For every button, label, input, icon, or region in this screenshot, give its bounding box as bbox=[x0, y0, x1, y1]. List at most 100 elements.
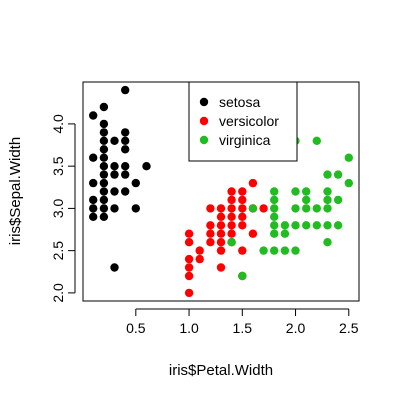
versicolor-point bbox=[238, 187, 247, 196]
y-tick-label: 3.5 bbox=[50, 156, 66, 176]
y-tick-label: 3.0 bbox=[50, 198, 66, 218]
versicolor-point bbox=[216, 212, 226, 221]
virginica-point bbox=[333, 195, 343, 205]
setosa-point bbox=[89, 195, 98, 205]
versicolor-point bbox=[206, 238, 215, 247]
y-tick-label: 2.0 bbox=[50, 283, 66, 303]
setosa-point bbox=[99, 170, 109, 179]
virginica-point bbox=[323, 195, 332, 205]
versicolor-point bbox=[216, 246, 226, 255]
versicolor-point bbox=[184, 271, 194, 281]
virginica-point bbox=[302, 187, 311, 196]
setosa-point bbox=[89, 111, 98, 120]
x-tick-label: 2.5 bbox=[339, 320, 359, 336]
legend: setosa versicolor virginica bbox=[188, 81, 298, 162]
virginica-point bbox=[238, 271, 247, 281]
setosa-point bbox=[110, 263, 119, 272]
setosa-point bbox=[121, 85, 130, 95]
legend-label-setosa: setosa bbox=[219, 94, 260, 110]
setosa-point bbox=[121, 128, 130, 137]
setosa-point bbox=[89, 212, 98, 221]
versicolor-point bbox=[227, 204, 236, 213]
versicolor-point bbox=[227, 229, 236, 238]
setosa-point bbox=[99, 178, 109, 188]
versicolor-point bbox=[216, 238, 226, 247]
y-tick-label: 4.0 bbox=[50, 114, 66, 134]
versicolor-point bbox=[216, 263, 226, 272]
legend-marker-versicolor bbox=[199, 116, 209, 126]
virginica-point bbox=[280, 221, 290, 230]
setosa-point bbox=[99, 212, 109, 221]
setosa-point bbox=[99, 153, 109, 162]
setosa-point bbox=[121, 187, 130, 196]
virginica-point bbox=[270, 204, 279, 213]
setosa-point bbox=[99, 204, 109, 213]
versicolor-point bbox=[238, 195, 247, 205]
setosa-point bbox=[99, 195, 109, 205]
virginica-point bbox=[344, 153, 353, 162]
versicolor-point bbox=[184, 288, 194, 298]
setosa-point bbox=[110, 170, 119, 179]
virginica-point bbox=[270, 195, 279, 205]
versicolor-point bbox=[227, 212, 236, 221]
y-axis: 2.0 2.5 3.0 3.5 4.0 bbox=[50, 114, 76, 303]
virginica-point bbox=[291, 187, 300, 196]
versicolor-point bbox=[227, 195, 236, 205]
x-axis: 0.5 1.0 1.5 2.0 2.5 bbox=[126, 308, 359, 336]
setosa-point bbox=[99, 102, 109, 112]
virginica-point bbox=[227, 238, 236, 247]
virginica-point bbox=[291, 204, 300, 213]
versicolor-point bbox=[184, 238, 194, 247]
virginica-point bbox=[302, 204, 311, 213]
virginica-point bbox=[280, 229, 290, 238]
setosa-point bbox=[99, 187, 109, 196]
virginica-point bbox=[270, 187, 279, 196]
virginica-point bbox=[312, 204, 321, 213]
setosa-point bbox=[110, 136, 119, 145]
virginica-point bbox=[323, 221, 332, 230]
setosa-point bbox=[89, 153, 98, 162]
x-tick-label: 2.0 bbox=[286, 320, 306, 336]
versicolor-point bbox=[206, 229, 215, 238]
setosa-point bbox=[110, 187, 119, 196]
legend-marker-virginica bbox=[199, 135, 209, 145]
points-layer bbox=[89, 85, 353, 298]
versicolor-point bbox=[227, 187, 236, 196]
setosa-point bbox=[99, 145, 109, 154]
versicolor-point bbox=[206, 204, 215, 213]
setosa-point bbox=[110, 162, 119, 171]
virginica-point bbox=[323, 238, 332, 247]
virginica-point bbox=[333, 170, 343, 179]
y-tick-label: 2.5 bbox=[50, 241, 66, 261]
legend-label-versicolor: versicolor bbox=[219, 113, 279, 129]
setosa-point bbox=[89, 204, 98, 213]
x-tick-label: 1.5 bbox=[233, 320, 253, 336]
virginica-point bbox=[302, 195, 311, 205]
versicolor-point bbox=[248, 178, 258, 188]
virginica-point bbox=[248, 204, 258, 213]
versicolor-point bbox=[248, 229, 258, 238]
virginica-point bbox=[323, 187, 332, 196]
setosa-point bbox=[110, 204, 119, 213]
virginica-point bbox=[323, 170, 332, 179]
x-axis-label: iris$Petal.Width bbox=[169, 362, 273, 379]
legend-label-virginica: virginica bbox=[219, 132, 271, 148]
setosa-point bbox=[131, 204, 140, 213]
x-tick-label: 0.5 bbox=[126, 320, 146, 336]
versicolor-point bbox=[238, 212, 247, 221]
setosa-point bbox=[131, 178, 140, 188]
setosa-point bbox=[99, 128, 109, 137]
virginica-point bbox=[270, 246, 279, 255]
versicolor-point bbox=[184, 229, 194, 238]
legend-marker-setosa bbox=[199, 97, 209, 107]
versicolor-point bbox=[195, 254, 204, 264]
versicolor-point bbox=[184, 263, 194, 272]
versicolor-point bbox=[195, 246, 204, 255]
virginica-point bbox=[291, 246, 300, 255]
versicolor-point bbox=[206, 221, 215, 230]
setosa-point bbox=[121, 136, 130, 145]
setosa-point bbox=[142, 162, 151, 171]
virginica-point bbox=[280, 246, 290, 255]
